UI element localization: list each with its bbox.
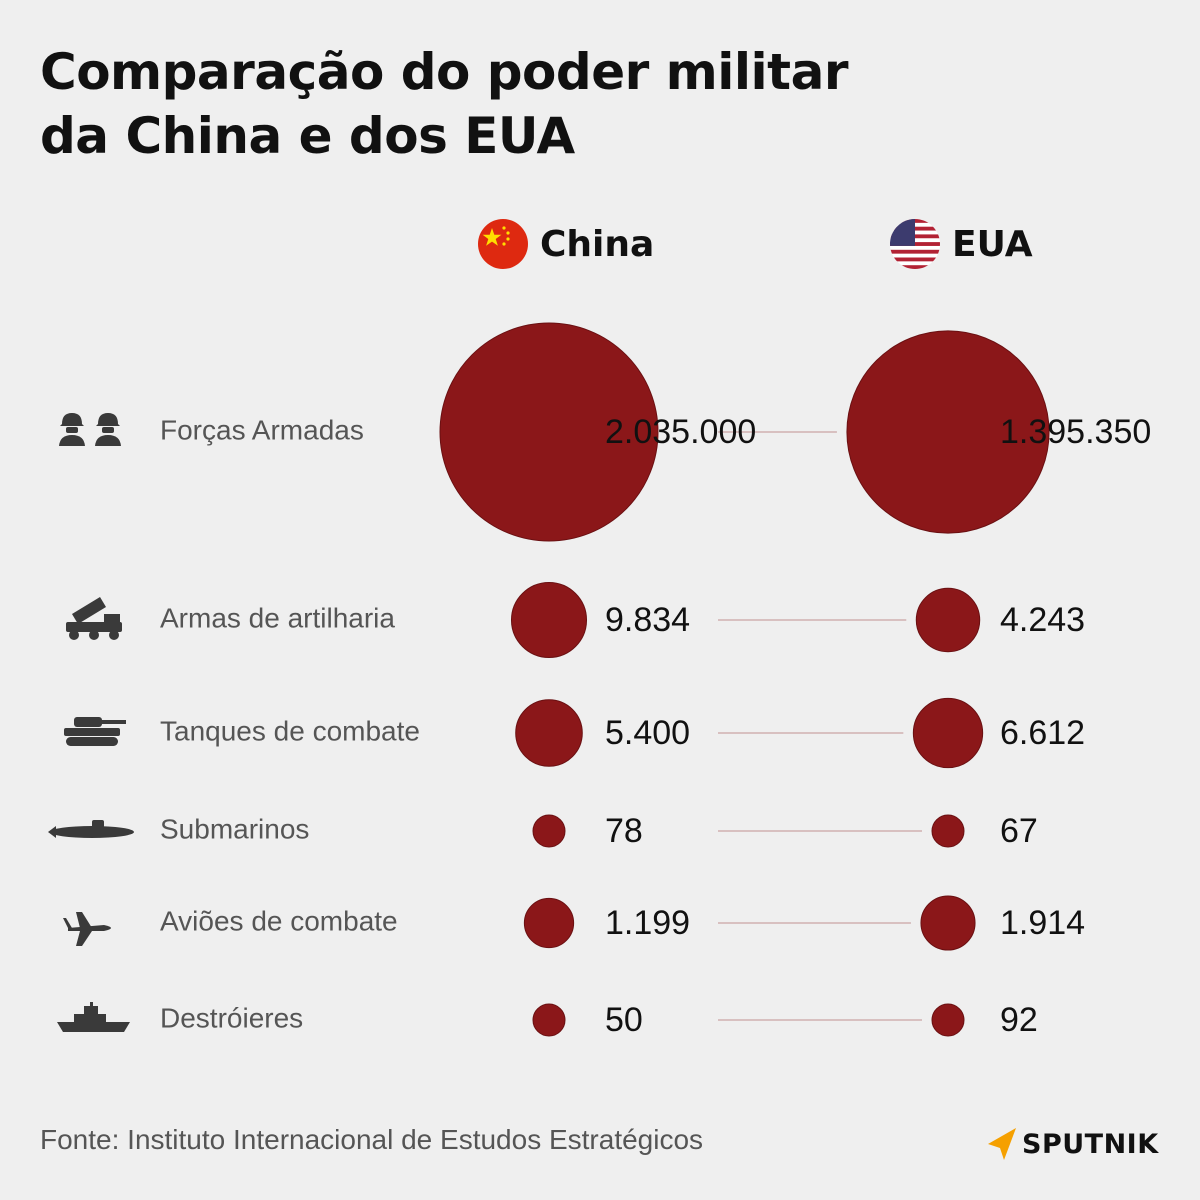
value-label-china: 1.199 (605, 904, 690, 942)
category-icons (48, 413, 134, 1032)
chart-title: Comparação do poder militar da China e d… (40, 40, 1040, 168)
category-label: Forças Armadas (160, 414, 364, 445)
bubble-china (532, 1003, 566, 1037)
value-label-usa: 67 (1000, 812, 1038, 850)
bubble-usa (915, 587, 981, 653)
source-note: Fonte: Instituto Internacional de Estudo… (40, 1124, 704, 1155)
column-header-usa: EUA (890, 218, 1033, 270)
bubbles (439, 322, 1050, 1037)
value-label-usa: 6.612 (1000, 714, 1085, 752)
value-label-china: 2.035.000 (605, 413, 756, 451)
connector-lines (718, 431, 922, 1021)
sputnik-logo-icon (988, 1128, 1016, 1160)
value-label-china: 5.400 (605, 714, 690, 752)
category-label: Armas de artilharia (160, 602, 395, 633)
bubble-usa (920, 895, 976, 951)
soldiers-icon (59, 413, 121, 446)
category-label: Submarinos (160, 813, 309, 844)
column-header-china: China (478, 218, 654, 270)
usa-flag-icon (890, 219, 940, 269)
bubble-china (523, 897, 575, 949)
bubble-usa (912, 697, 984, 769)
bubble-china (510, 581, 588, 659)
category-label: Destróieres (160, 1002, 303, 1033)
tank-icon (64, 717, 126, 746)
country-name-china: China (540, 223, 655, 265)
bubble-usa (846, 330, 1050, 534)
country-name-usa: EUA (952, 223, 1033, 265)
bubble-china (439, 322, 659, 542)
bubble-usa (931, 1003, 965, 1037)
fighter-jet-icon (63, 912, 111, 946)
bubble-usa (931, 814, 965, 848)
bubble-china (515, 699, 583, 767)
title-line-1: Comparação do poder militar (40, 43, 848, 101)
value-label-usa: 92 (1000, 1001, 1038, 1039)
value-label-china: 9.834 (605, 601, 690, 639)
bubble-china (532, 814, 566, 848)
destroyer-icon (57, 1002, 130, 1032)
category-label: Aviões de combate (160, 905, 398, 936)
rocket-launcher-icon (66, 597, 122, 640)
brand: SPUTNIK (984, 1124, 1159, 1164)
title-line-2: da China e dos EUA (40, 107, 575, 165)
value-label-usa: 1.914 (1000, 904, 1085, 942)
value-label-china: 78 (605, 812, 643, 850)
china-flag-icon (478, 219, 528, 269)
value-label-usa: 1.395.350 (1000, 413, 1151, 451)
category-label: Tanques de combate (160, 715, 420, 746)
value-label-china: 50 (605, 1001, 643, 1039)
submarine-icon (48, 820, 134, 838)
category-labels: Forças Armadas Armas de artilharia Tanques… (160, 414, 420, 1033)
brand-name: SPUTNIK (1022, 1128, 1159, 1160)
value-label-usa: 4.243 (1000, 601, 1085, 639)
value-labels: 2.035.000 9.834 5.400 78 1.199 50 1.395.350 4.2… (605, 413, 1151, 1039)
